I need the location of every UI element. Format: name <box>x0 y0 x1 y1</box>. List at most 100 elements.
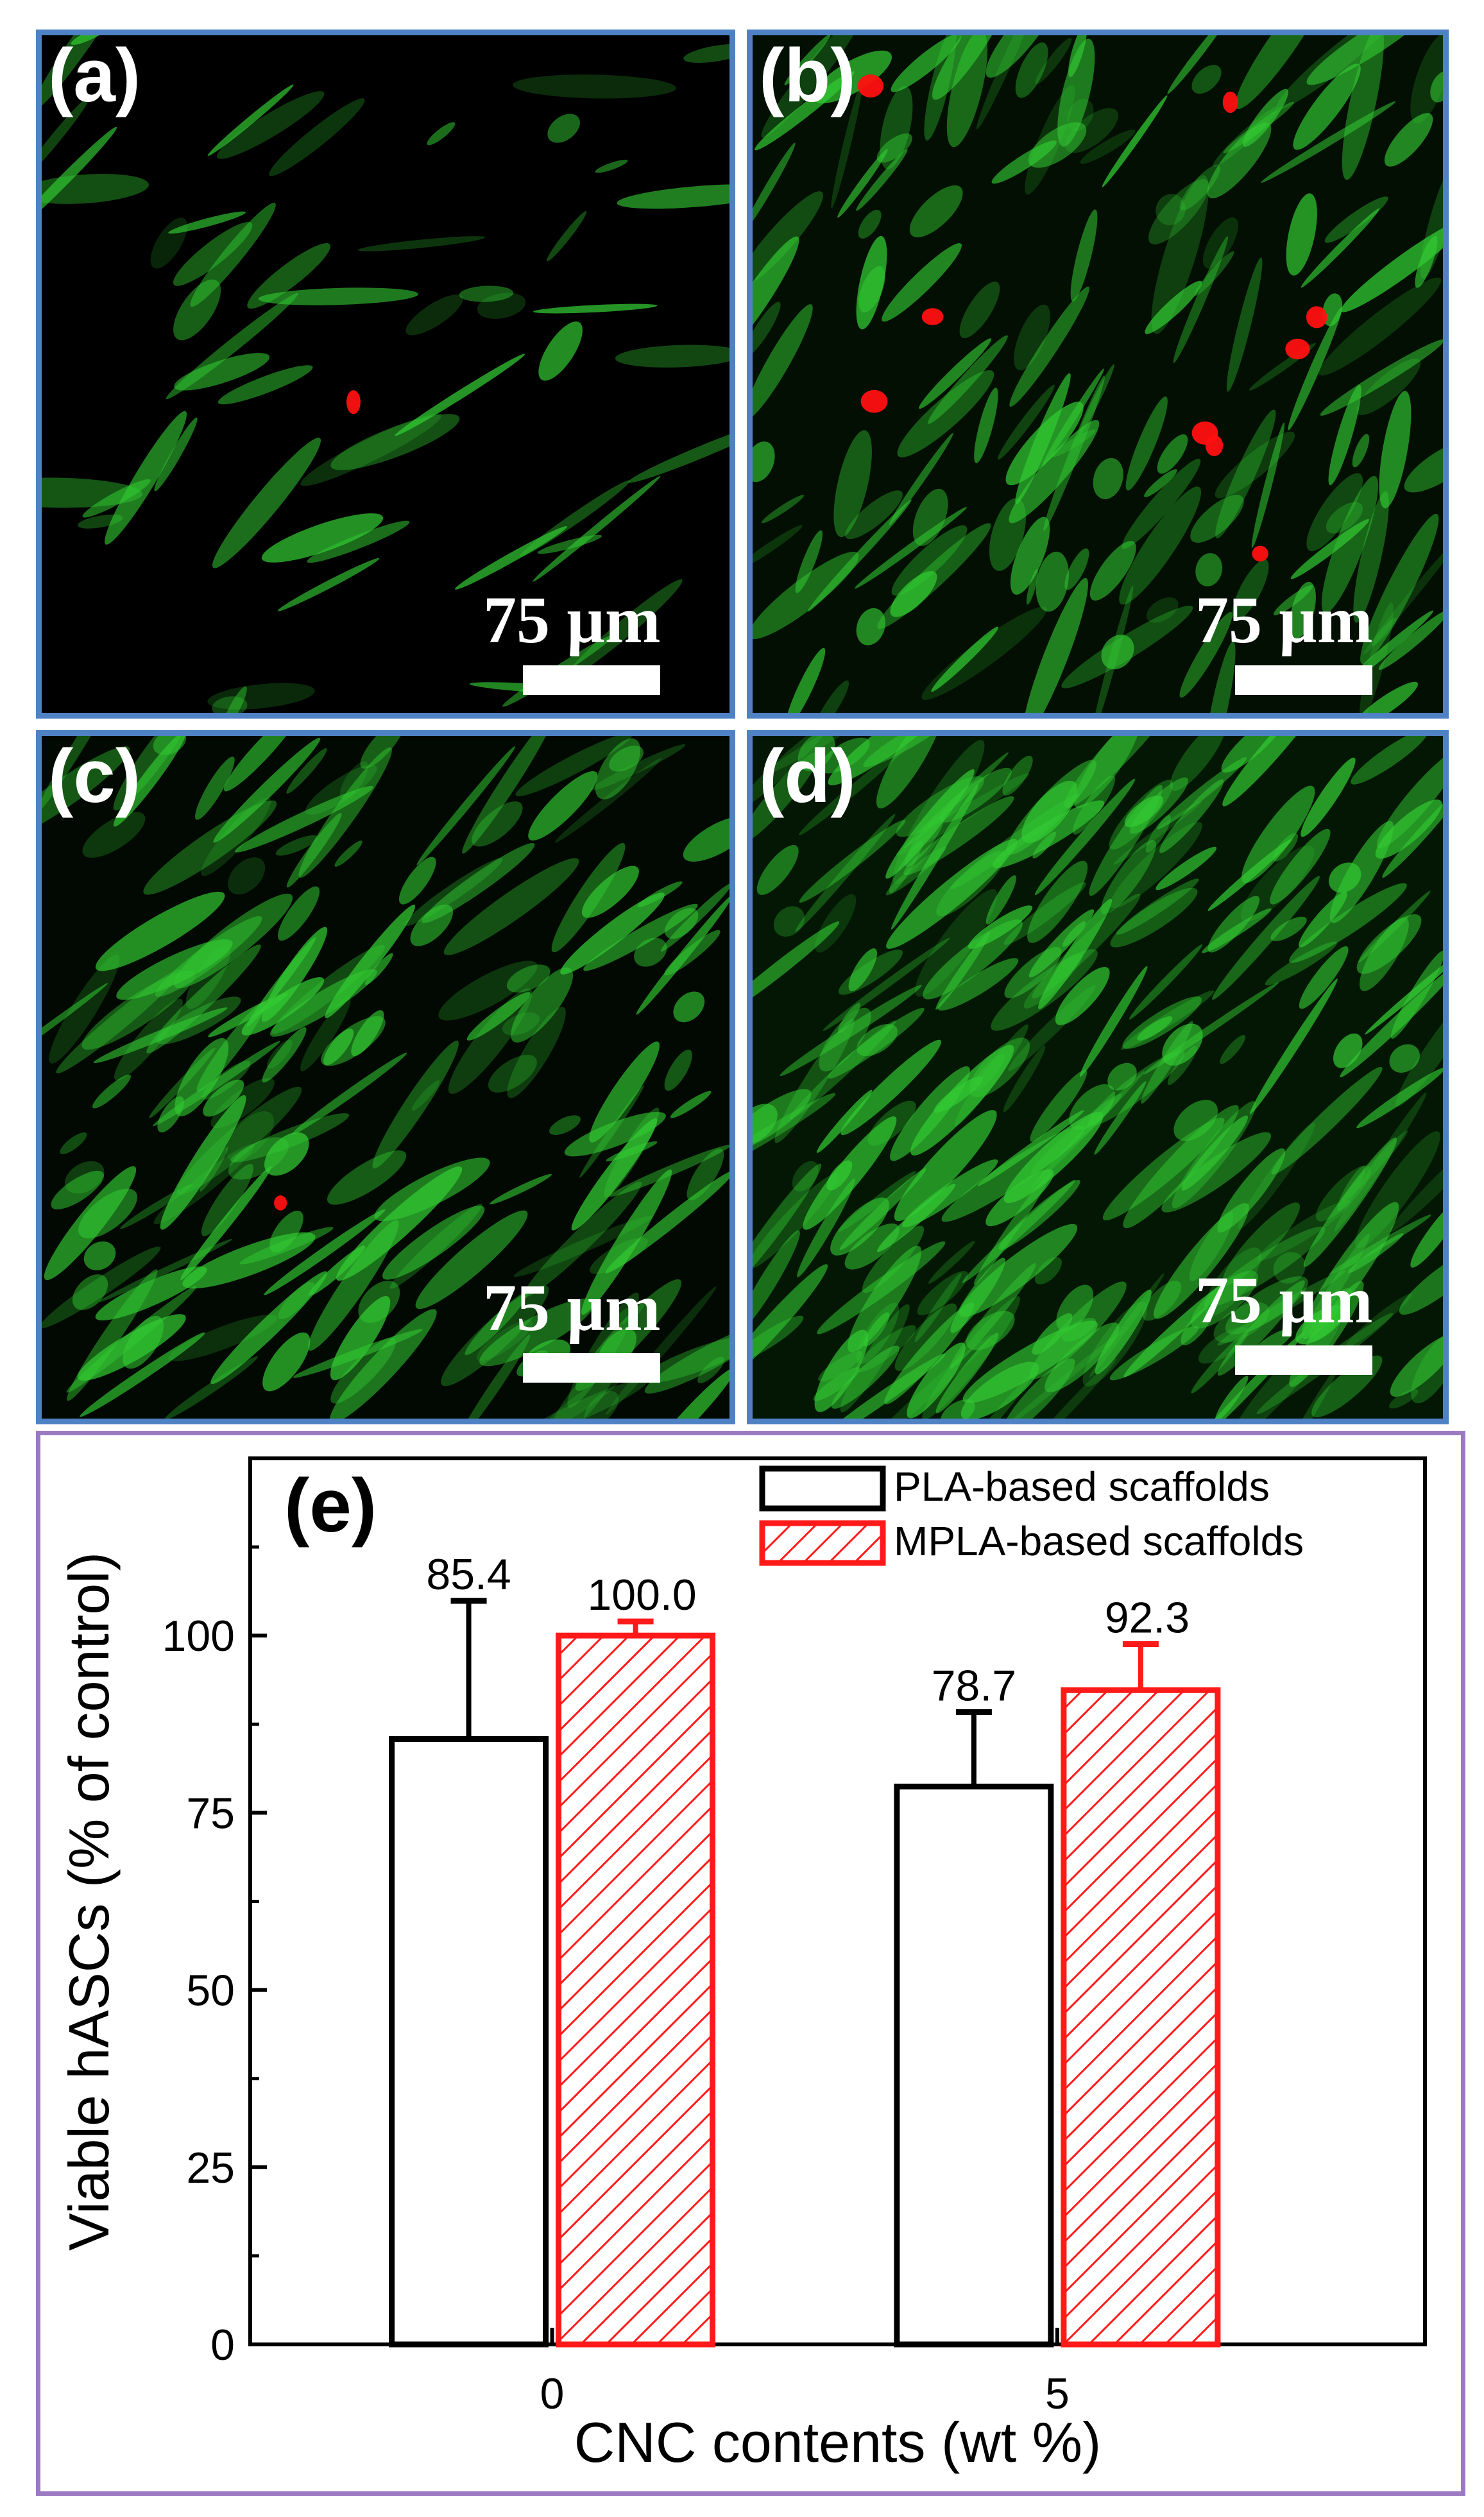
green-cell <box>877 523 991 629</box>
green-cell <box>286 748 327 794</box>
green-cell <box>1159 779 1224 853</box>
green-cell <box>1125 396 1168 491</box>
green-cell <box>1371 617 1397 646</box>
green-cell <box>848 1245 922 1352</box>
green-cell <box>1271 1066 1383 1175</box>
green-cell <box>441 1285 549 1386</box>
green-cell <box>1157 434 1188 474</box>
green-cell <box>44 1166 137 1281</box>
red-cell <box>860 389 888 413</box>
green-cell <box>819 737 870 774</box>
green-cell <box>228 1137 289 1180</box>
green-cell <box>217 365 313 405</box>
green-cell <box>174 353 270 391</box>
green-cell <box>641 1336 729 1383</box>
green-cell <box>1265 941 1338 985</box>
green-cell <box>1376 749 1443 849</box>
green-cell <box>1363 538 1443 655</box>
green-cell <box>1094 1081 1147 1155</box>
green-cell <box>1375 799 1442 859</box>
micrograph-b-image <box>753 35 1443 713</box>
green-cell <box>867 1100 916 1146</box>
green-cell <box>1379 391 1412 509</box>
green-cell <box>174 893 293 989</box>
green-cell <box>1301 1202 1399 1340</box>
panel-label-b: (b) <box>759 33 856 118</box>
green-cell <box>799 819 906 903</box>
green-cell <box>201 798 271 876</box>
green-cell <box>761 35 862 138</box>
green-cell <box>438 960 538 1021</box>
green-cell <box>1080 130 1136 164</box>
green-cell <box>919 338 992 409</box>
green-cell <box>1156 846 1217 891</box>
green-cell <box>1215 431 1295 499</box>
green-cell <box>1055 967 1110 1025</box>
green-cell <box>490 1173 552 1205</box>
bar-value-label: 92.3 <box>1105 1593 1190 1642</box>
green-cell <box>928 335 1008 424</box>
green-cell <box>83 1241 116 1270</box>
micrograph-d-image <box>753 736 1443 1419</box>
green-cell <box>1250 978 1338 1114</box>
green-cell <box>589 1041 660 1143</box>
green-cell <box>114 998 183 1080</box>
green-cell <box>82 812 146 858</box>
green-cell <box>271 944 385 1034</box>
green-cell <box>157 996 241 1045</box>
green-cell <box>917 1271 969 1316</box>
green-cell <box>1003 882 1086 945</box>
green-cell <box>246 937 316 1027</box>
green-cell <box>166 293 298 400</box>
green-cell <box>1299 946 1349 1009</box>
green-cell <box>1079 966 1148 1077</box>
green-cell <box>513 1215 653 1277</box>
green-cell <box>761 495 805 524</box>
green-cell <box>300 996 351 1071</box>
green-cell <box>1352 434 1370 468</box>
green-cell <box>838 1170 916 1232</box>
green-cell <box>1170 736 1226 791</box>
green-cell <box>890 571 937 617</box>
green-cell <box>753 1315 804 1363</box>
green-cell <box>792 1161 819 1192</box>
green-cell <box>946 35 988 148</box>
green-cell <box>891 783 979 930</box>
green-cell <box>266 1039 293 1069</box>
green-cell <box>173 279 221 341</box>
green-cell <box>997 384 1055 460</box>
green-cell <box>300 413 441 486</box>
green-cell <box>105 411 187 545</box>
green-cell <box>1301 208 1380 288</box>
green-cell <box>1068 35 1087 78</box>
green-cell <box>753 736 829 811</box>
green-cell <box>269 1211 303 1253</box>
y-axis-title: Viable hASCs (% of control) <box>57 1552 121 2251</box>
green-cell <box>488 1055 537 1093</box>
green-cell <box>1384 113 1433 167</box>
green-cell <box>382 1206 485 1280</box>
green-cell <box>389 1204 482 1289</box>
green-cell <box>583 903 698 971</box>
green-cell <box>891 35 962 92</box>
green-cell <box>894 1110 997 1222</box>
green-cell <box>1079 364 1114 436</box>
green-cell <box>1148 179 1209 244</box>
green-cell <box>753 304 813 420</box>
green-cell <box>1179 164 1220 211</box>
green-cell <box>1318 277 1442 376</box>
green-cell <box>1279 1365 1339 1419</box>
green-cell <box>258 287 419 305</box>
green-cell <box>1360 917 1409 991</box>
green-cell <box>154 417 198 491</box>
green-cell <box>937 958 1019 1011</box>
green-cell <box>1034 778 1136 896</box>
green-cell <box>1232 559 1269 621</box>
green-cell <box>1167 35 1230 94</box>
green-cell <box>936 850 1007 917</box>
green-cell <box>1102 1118 1225 1221</box>
green-cell <box>1324 196 1388 243</box>
green-cell <box>1067 98 1094 132</box>
green-cell <box>959 281 1000 339</box>
green-cell <box>1288 307 1342 431</box>
